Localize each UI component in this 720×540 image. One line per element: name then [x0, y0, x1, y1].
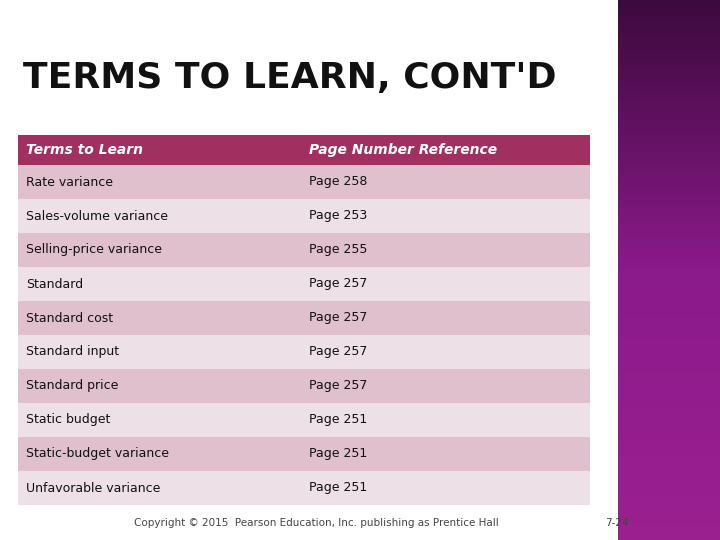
Text: Page 251: Page 251 — [309, 448, 367, 461]
Text: Standard: Standard — [26, 278, 83, 291]
Text: Terms to Learn: Terms to Learn — [26, 143, 143, 157]
Text: Page 257: Page 257 — [309, 278, 367, 291]
Bar — [18, 135, 590, 165]
Text: Page 255: Page 255 — [309, 244, 367, 256]
Text: Standard input: Standard input — [26, 346, 119, 359]
Text: Page 251: Page 251 — [309, 482, 367, 495]
Text: Sales-volume variance: Sales-volume variance — [26, 210, 168, 222]
Text: TERMS TO LEARN, CONT'D: TERMS TO LEARN, CONT'D — [23, 61, 557, 95]
Text: Standard cost: Standard cost — [26, 312, 113, 325]
Text: Page 253: Page 253 — [309, 210, 367, 222]
Text: Standard price: Standard price — [26, 380, 118, 393]
Bar — [18, 165, 590, 199]
Bar — [18, 233, 590, 267]
Text: Selling-price variance: Selling-price variance — [26, 244, 162, 256]
Bar — [18, 403, 590, 437]
Text: Copyright © 2015  Pearson Education, Inc. publishing as Prentice Hall: Copyright © 2015 Pearson Education, Inc.… — [135, 518, 499, 528]
Bar — [18, 335, 590, 369]
Text: Static-budget variance: Static-budget variance — [26, 448, 169, 461]
Text: Static budget: Static budget — [26, 414, 110, 427]
Text: Page 251: Page 251 — [309, 414, 367, 427]
Bar — [18, 437, 590, 471]
Text: Unfavorable variance: Unfavorable variance — [26, 482, 161, 495]
Bar — [18, 267, 590, 301]
Text: Page 257: Page 257 — [309, 380, 367, 393]
Text: 7-24: 7-24 — [605, 518, 629, 528]
Bar — [18, 471, 590, 505]
Text: Page 258: Page 258 — [309, 176, 367, 188]
Bar — [18, 301, 590, 335]
Text: Page 257: Page 257 — [309, 346, 367, 359]
Bar — [18, 199, 590, 233]
Bar — [18, 369, 590, 403]
Text: Rate variance: Rate variance — [26, 176, 113, 188]
Text: Page Number Reference: Page Number Reference — [309, 143, 498, 157]
Text: Page 257: Page 257 — [309, 312, 367, 325]
